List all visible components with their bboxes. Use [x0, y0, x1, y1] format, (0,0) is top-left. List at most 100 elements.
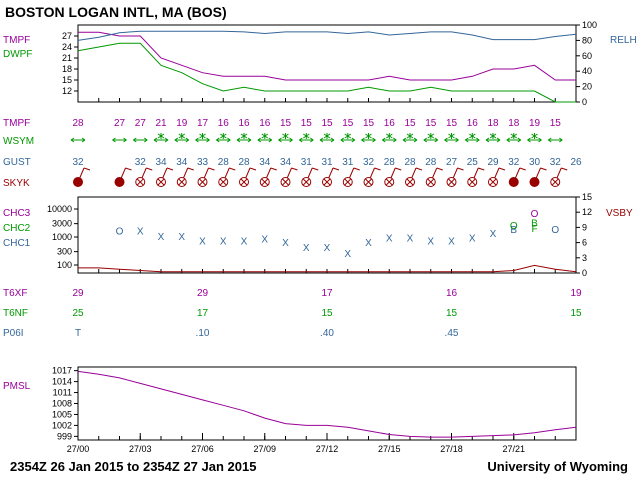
arrow-glyph [402, 137, 418, 143]
weather-symbol-snow-blowing [465, 133, 480, 143]
obs-value-gust: 28 [218, 157, 230, 168]
sky-cross [448, 178, 455, 186]
arrow-glyph [361, 137, 376, 143]
sky-cover-obscured [322, 167, 340, 187]
sky-cover-obscured [176, 167, 194, 187]
sky-cross [551, 178, 559, 186]
pressure-panel-frame [77, 366, 577, 441]
cloud-mark-x: X [303, 243, 310, 254]
row-label-t6nf: T6NF [3, 308, 28, 319]
snowflake-glyph [489, 133, 497, 139]
six-hour-value-t6nf: 25 [72, 308, 84, 319]
sky-cover-obscured [301, 167, 319, 187]
cloud-mark-o: O [551, 225, 559, 236]
series-line-pmsl [77, 370, 577, 438]
obs-value-gust: 33 [197, 157, 209, 168]
cloud-mark-b: B [531, 219, 538, 230]
arrow-glyph [278, 137, 293, 143]
x-tick-label: 27/03 [129, 444, 152, 454]
snowflake-glyph [448, 133, 455, 139]
sky-circle-filled [114, 177, 125, 187]
cloud-mark-x: X [199, 236, 206, 247]
snowflake-glyph [344, 133, 352, 139]
wind-barb-flag [353, 167, 360, 171]
sky-cross [178, 178, 186, 186]
arrow-glyph [382, 137, 397, 143]
cloud-mark-x: X [137, 226, 144, 237]
six-hour-value-t6nf: 15 [570, 308, 582, 319]
row-label-t6xf: T6XF [3, 288, 27, 299]
row-label-skyk: SKYK [3, 178, 30, 189]
snowflake-glyph [157, 133, 165, 139]
y-right-tick-label: 15 [582, 192, 592, 202]
arrow-glyph [485, 137, 501, 143]
y-tick-label: 1014 [52, 377, 72, 387]
observation-rows: TMPF 28 27 27 21 19 17 16 16 16 15 15 15 15 15 16 15 15 15… [3, 118, 582, 189]
six-hour-value-t6nf: 17 [197, 308, 209, 319]
x-tick-label: 27/00 [67, 444, 90, 454]
obs-value-gust: 34 [280, 157, 292, 168]
wind-barb-flag [270, 167, 277, 171]
row-label-p06i: P06I [3, 328, 24, 339]
sky-cover-overcast [73, 167, 91, 187]
cloud-panel: 100 300 1000 3000 10000 0 3 6 9 12 15 CHC3 CHC2 CHC1 V… [3, 192, 633, 278]
arrow-glyph [195, 137, 210, 143]
wind-barb-flag [457, 167, 464, 171]
series-line-relh [77, 30, 577, 41]
weather-symbol-snow-blowing [527, 133, 542, 143]
obs-value-tmpf: 17 [197, 118, 209, 129]
sky-cover-obscured [446, 167, 464, 187]
y-tick-label: 1011 [53, 388, 72, 398]
cloud-mark-x: X [448, 236, 455, 247]
y-left-tick-label: 10000 [47, 204, 72, 214]
x-tick-label: 27/15 [378, 444, 401, 454]
y-right-tick-label: 20 [582, 82, 592, 92]
sky-cover-obscured [363, 167, 381, 187]
sky-cross [385, 178, 393, 186]
y-left-tick-label: 12 [62, 86, 72, 96]
cloud-mark-x: X [220, 236, 227, 247]
obs-value-tmpf: 15 [301, 118, 313, 129]
wind-barb-flag [166, 167, 174, 171]
wind-barb-flag [125, 167, 132, 171]
row-label-wsym: WSYM [3, 136, 34, 147]
arrow-glyph [319, 137, 335, 143]
snowflake-glyph [282, 133, 289, 139]
arrow-glyph [423, 137, 439, 143]
x-tick-label: 27/21 [502, 444, 525, 454]
sky-cover-overcast [508, 167, 526, 187]
obs-value-gust: 32 [72, 157, 84, 168]
y-tick-label: 1008 [52, 399, 72, 409]
arrow-glyph [133, 137, 148, 143]
weather-symbol-snow-blowing [423, 133, 439, 143]
obs-value-gust: 28 [384, 157, 396, 168]
x-tick-label: 27/12 [316, 444, 339, 454]
obs-value-gust: 28 [425, 157, 437, 168]
y-right-tick-label: 80 [582, 35, 592, 45]
arrow-glyph [340, 137, 356, 143]
obs-value-tmpf: 27 [114, 118, 126, 129]
cloud-mark-o: O [116, 226, 124, 237]
sky-circle-filled [529, 177, 540, 187]
wind-barb-flag [519, 167, 526, 171]
weather-symbol-snow-blowing [319, 133, 335, 143]
sky-cover-obscured [156, 167, 174, 187]
weather-symbol-snow-blowing [506, 133, 522, 143]
cloud-mark-x: X [261, 235, 268, 246]
y-right-tick-label: 0 [582, 97, 587, 107]
y-left-tick-label: 300 [57, 247, 72, 257]
snowflake-glyph [365, 133, 372, 139]
sky-cover-obscured [280, 167, 298, 187]
y-right-tick-label: 12 [582, 207, 592, 217]
cloud-mark-o: O [510, 221, 518, 232]
sky-cross [302, 178, 310, 186]
sky-cover-obscured [197, 167, 215, 187]
weather-symbol-snow-blowing [174, 133, 190, 143]
obs-value-tmpf: 18 [508, 118, 520, 129]
arrow-glyph [299, 137, 314, 143]
six-hour-value-t6xf: 16 [446, 288, 458, 299]
y-tick-label: 999 [57, 431, 72, 441]
dwpf-axis-label: DWPF [3, 49, 32, 60]
